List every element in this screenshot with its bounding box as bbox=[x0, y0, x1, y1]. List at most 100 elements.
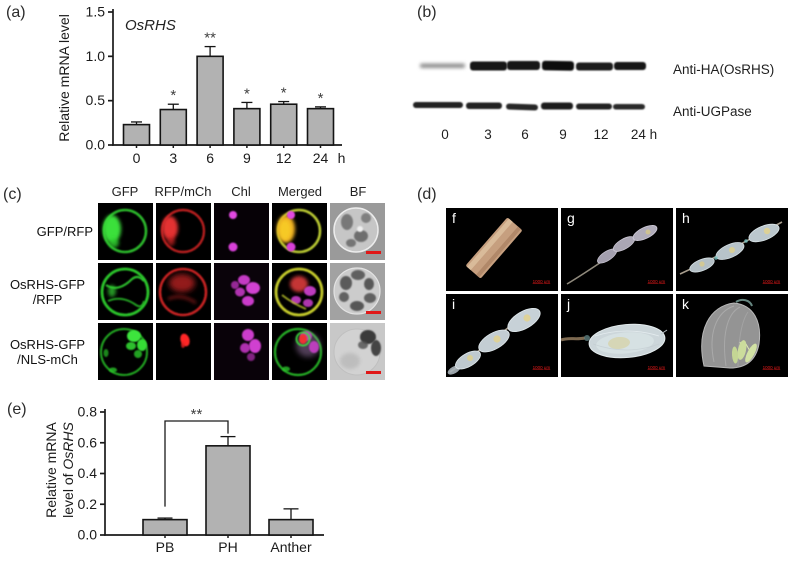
antibody-label-ugpase: Anti-UGPase bbox=[673, 104, 752, 119]
blot-band bbox=[420, 63, 465, 68]
photo-g: g 1000 μm bbox=[561, 208, 673, 291]
scale-bar bbox=[366, 371, 381, 374]
blot-band bbox=[576, 62, 613, 71]
svg-text:*: * bbox=[318, 90, 324, 107]
lane-label-24h: 24 h bbox=[630, 127, 658, 142]
svg-text:0.0: 0.0 bbox=[78, 527, 98, 543]
svg-text:*: * bbox=[281, 85, 287, 102]
micrograph-r1-rfp bbox=[156, 203, 211, 260]
column-header-rfpmch: RFP/mCh bbox=[154, 184, 212, 199]
photo-h-image bbox=[679, 221, 783, 275]
micrograph-r1-chl bbox=[214, 203, 269, 260]
photo-f: f 1000 μm bbox=[446, 208, 558, 291]
svg-text:1.0: 1.0 bbox=[86, 48, 106, 64]
svg-text:*: * bbox=[244, 85, 250, 102]
svg-text:level of OsRHS: level of OsRHS bbox=[60, 421, 76, 517]
photo-label-g: g bbox=[567, 210, 575, 226]
blot-band bbox=[541, 60, 575, 71]
row-label-gfp-rfp: GFP/RFP bbox=[0, 203, 95, 260]
row-label-line: /RFP bbox=[32, 291, 63, 307]
panel-b-label: (b) bbox=[417, 4, 437, 21]
svg-text:*: * bbox=[170, 87, 176, 104]
photo-label-h: h bbox=[682, 210, 690, 226]
scale-bar-label: 1000 μm bbox=[647, 365, 665, 370]
row-label-osrhs-gfp-nls-mch: OsRHS-GFP /NLS-mCh bbox=[0, 323, 95, 380]
spikelet-photo-grid: f 1000 μm g 1000 μm bbox=[446, 208, 788, 377]
column-header-bf: BF bbox=[349, 184, 367, 199]
lane-label-3: 3 bbox=[484, 127, 492, 142]
photo-k: k 1000 μm bbox=[676, 294, 788, 377]
scale-bar-label: 1000 μm bbox=[532, 279, 550, 284]
scale-bar bbox=[366, 311, 381, 314]
svg-text:12: 12 bbox=[276, 150, 292, 166]
lane-label-0: 0 bbox=[441, 127, 449, 142]
svg-text:0.0: 0.0 bbox=[86, 137, 106, 153]
panel-d-label: (d) bbox=[417, 186, 437, 203]
panel-a-label: (a) bbox=[6, 4, 26, 21]
lane-label-12: 12 bbox=[593, 127, 609, 142]
micrograph-r3-mch bbox=[156, 323, 211, 380]
svg-text:24: 24 bbox=[313, 150, 329, 166]
photo-label-i: i bbox=[452, 296, 456, 312]
photo-label-f: f bbox=[452, 210, 456, 226]
blot-band bbox=[466, 102, 502, 109]
scale-bar bbox=[366, 251, 381, 254]
micrograph-r1-merged bbox=[272, 203, 327, 260]
panel-a-bar-chart: 0.0 0.5 1.0 1.5 0 3 * 6 ** 9 * 12 * 24 * h OsRHS Relative… bbox=[56, 4, 346, 167]
photo-i: i 1000 μm bbox=[446, 294, 558, 377]
row-label-line: /NLS-mCh bbox=[17, 351, 78, 367]
photo-f-image bbox=[466, 218, 522, 278]
row-label-line: GFP/RFP bbox=[36, 224, 93, 239]
lane-label-6: 6 bbox=[521, 127, 529, 142]
svg-text:0.2: 0.2 bbox=[78, 496, 98, 512]
micrograph-r2-gfp bbox=[98, 263, 153, 320]
photo-j-image bbox=[561, 323, 668, 359]
blot-band bbox=[470, 61, 507, 71]
micrograph-r3-chl bbox=[214, 323, 269, 380]
micrograph-r2-rfp bbox=[156, 263, 211, 320]
blot-band bbox=[541, 102, 573, 110]
svg-text:PH: PH bbox=[218, 539, 237, 555]
svg-text:Relative mRNA level: Relative mRNA level bbox=[56, 14, 72, 142]
scale-bar-label: 1000 μm bbox=[762, 365, 780, 370]
scale-bar-label: 1000 μm bbox=[532, 365, 550, 370]
row-label-osrhs-gfp-rfp: OsRHS-GFP /RFP bbox=[0, 263, 95, 320]
svg-text:9: 9 bbox=[243, 150, 251, 166]
column-header-gfp: GFP bbox=[111, 184, 139, 199]
svg-text:0.4: 0.4 bbox=[78, 465, 98, 481]
photo-label-j: j bbox=[567, 296, 571, 312]
svg-text:h: h bbox=[338, 150, 346, 166]
svg-text:OsRHS: OsRHS bbox=[125, 17, 176, 34]
svg-text:Anther: Anther bbox=[270, 539, 312, 555]
blot-band bbox=[613, 104, 645, 110]
antibody-label-ha: Anti-HA(OsRHS) bbox=[673, 62, 775, 77]
photo-label-k: k bbox=[682, 296, 689, 312]
scale-bar-label: 1000 μm bbox=[647, 279, 665, 284]
svg-text:1.5: 1.5 bbox=[86, 4, 106, 20]
blot-band bbox=[507, 61, 540, 70]
western-blot-image bbox=[413, 60, 646, 111]
micrograph-r2-merged bbox=[272, 263, 327, 320]
svg-text:PB: PB bbox=[156, 539, 175, 555]
micrograph-r1-gfp bbox=[98, 203, 153, 260]
panel-e-label: (e) bbox=[7, 401, 27, 418]
photo-j: j 1000 μm bbox=[561, 294, 673, 377]
svg-text:0.8: 0.8 bbox=[78, 404, 98, 420]
svg-text:6: 6 bbox=[206, 150, 214, 166]
svg-text:3: 3 bbox=[169, 150, 177, 166]
column-header-merged: Merged bbox=[277, 184, 323, 199]
row-label-line: OsRHS-GFP bbox=[9, 276, 86, 292]
svg-text:**: ** bbox=[204, 30, 216, 47]
blot-band bbox=[506, 103, 538, 111]
svg-text:0.6: 0.6 bbox=[78, 434, 98, 450]
blot-band bbox=[614, 62, 646, 70]
micrograph-r3-bf bbox=[330, 323, 385, 380]
panel-e-bar-chart: 0.0 0.2 0.4 0.6 0.8 PB PH Anther Relative mRNA le… bbox=[43, 404, 324, 555]
micrograph-r3-gfp bbox=[98, 323, 153, 380]
micrograph-r2-chl bbox=[214, 263, 269, 320]
photo-g-image bbox=[566, 225, 658, 285]
blot-band bbox=[576, 103, 612, 110]
panel-c-label: (c) bbox=[3, 186, 22, 203]
scale-bar-label: 1000 μm bbox=[762, 279, 780, 284]
